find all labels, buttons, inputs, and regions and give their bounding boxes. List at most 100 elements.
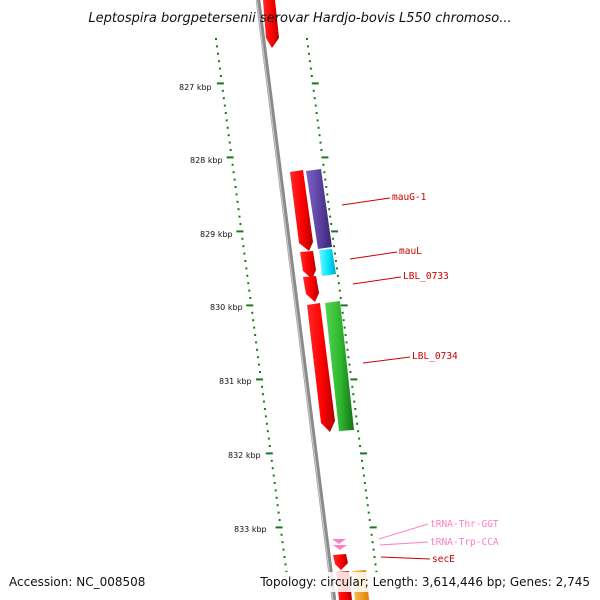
minor-tick (231, 163, 234, 166)
minor-tick (274, 489, 277, 492)
minor-tick (235, 193, 238, 196)
minor-tick (355, 415, 358, 418)
minor-tick (276, 504, 279, 507)
minor-tick (255, 341, 258, 344)
minor-tick (278, 519, 281, 521)
leader-LBL_0734 (362, 356, 411, 364)
minor-tick (367, 511, 370, 514)
major-tick (256, 378, 264, 381)
minor-tick (336, 274, 339, 277)
minor-tick (361, 467, 364, 470)
label-secE[interactable]: secE (432, 554, 455, 565)
minor-tick (347, 356, 350, 359)
minor-tick (248, 289, 251, 292)
gene-upstream-of-mauL[interactable] (290, 170, 313, 251)
label-tRNA-Thr-GGT[interactable]: tRNA-Thr-GGT (430, 519, 499, 530)
minor-tick (375, 570, 378, 573)
minor-tick (218, 67, 221, 70)
minor-tick (243, 252, 246, 255)
minor-tick (318, 134, 321, 137)
label-mauG-1[interactable]: mauG-1 (392, 192, 427, 203)
leader-tRNA-Trp-CCA (379, 541, 429, 546)
major-tick (265, 452, 273, 455)
footer-background (0, 572, 600, 592)
label-mauL[interactable]: mauL (399, 246, 422, 257)
minor-tick (323, 171, 326, 174)
minor-tick (343, 326, 346, 329)
trna-trp-cca-marker[interactable] (333, 545, 347, 550)
minor-tick (368, 519, 371, 521)
trna-thr-ggt-marker[interactable] (332, 539, 346, 544)
minor-tick (328, 208, 331, 211)
major-tick (226, 156, 234, 159)
scale-label-827: 827 kbp (179, 83, 212, 92)
minor-tick (268, 445, 271, 447)
gene-top-partial[interactable] (263, 0, 279, 48)
label-LBL_0734[interactable]: LBL_0734 (412, 351, 458, 362)
minor-tick (349, 371, 352, 373)
minor-tick (320, 149, 323, 151)
minor-tick (333, 245, 336, 248)
minor-tick (339, 297, 342, 299)
gene-LBL_0734[interactable] (325, 301, 354, 431)
trna-markers (332, 539, 347, 550)
minor-tick (266, 430, 269, 433)
minor-tick (252, 319, 255, 322)
gene-large-red[interactable] (307, 303, 335, 432)
minor-tick (234, 186, 237, 188)
minor-tick (261, 393, 264, 396)
minor-tick (272, 474, 275, 477)
minor-tick (257, 356, 260, 359)
minor-tick (264, 415, 267, 418)
minor-tick (249, 297, 252, 299)
major-tick (360, 452, 368, 455)
minor-tick (334, 260, 337, 262)
minor-tick (354, 408, 357, 410)
minor-tick (345, 341, 348, 344)
scale-ticks-left (215, 38, 288, 573)
gene-LBL_0733[interactable] (303, 276, 319, 302)
gene-small-red[interactable] (300, 251, 316, 279)
minor-tick (256, 348, 259, 351)
minor-tick (325, 186, 328, 188)
label-tRNA-Trp-CCA[interactable]: tRNA-Trp-CCA (430, 537, 499, 548)
minor-tick (341, 311, 344, 314)
minor-tick (356, 422, 359, 425)
minor-tick (364, 489, 367, 492)
leader-tRNA-Thr-GGT (378, 523, 429, 540)
minor-tick (319, 141, 322, 144)
minor-tick (371, 541, 374, 544)
minor-tick (253, 326, 256, 329)
genome-backbone (255, 0, 337, 600)
minor-tick (267, 437, 270, 440)
minor-tick (277, 511, 280, 514)
minor-tick (228, 141, 231, 144)
minor-tick (327, 200, 330, 203)
major-tick (236, 230, 244, 233)
leader-secE (380, 556, 431, 560)
scale-labels: 827 kbp 828 kbp 829 kbp 830 kbp 831 kbp … (179, 83, 267, 534)
major-tick (369, 526, 377, 529)
scale-label-833: 833 kbp (234, 525, 267, 534)
minor-tick (357, 430, 360, 433)
minor-tick (322, 163, 325, 166)
label-LBL_0733[interactable]: LBL_0733 (403, 271, 449, 282)
major-tick (321, 156, 329, 159)
minor-tick (246, 274, 249, 277)
minor-tick (365, 496, 368, 499)
minor-tick (306, 45, 309, 48)
minor-tick (335, 267, 338, 270)
leader-mauL (349, 251, 398, 260)
leader-lines (341, 197, 431, 560)
gene-mauL[interactable] (319, 249, 336, 276)
gene-mauG-1[interactable] (306, 169, 332, 249)
scale-label-830: 830 kbp (210, 303, 243, 312)
topology-text: Topology: circular; Length: 3,614,446 bp… (259, 575, 590, 589)
minor-tick (330, 223, 333, 225)
minor-tick (308, 60, 311, 63)
minor-tick (233, 178, 236, 181)
minor-tick (224, 112, 227, 114)
gene-secE[interactable] (333, 554, 348, 570)
minor-tick (342, 319, 345, 322)
minor-tick (282, 548, 285, 551)
